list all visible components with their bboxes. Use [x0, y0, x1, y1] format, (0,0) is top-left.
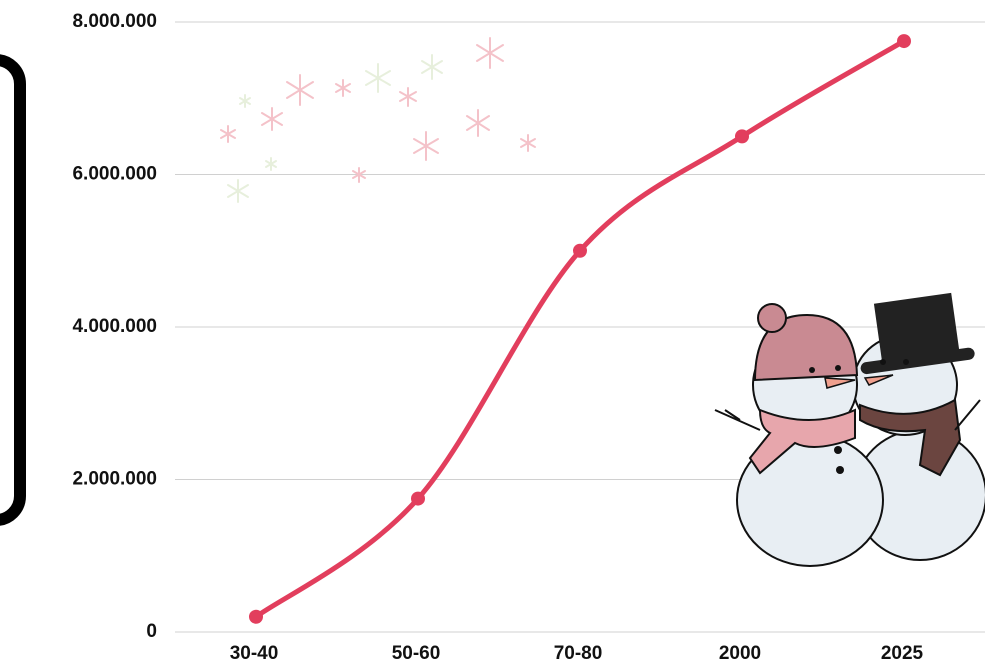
y-tick-label: 6.000.000: [72, 164, 157, 185]
point: [411, 491, 425, 506]
side-frame: [0, 54, 26, 526]
point: [249, 609, 263, 624]
y-tick-label: 4.000.000: [72, 316, 157, 337]
snowflakes: [220, 37, 536, 203]
y-tick-label: 0: [146, 621, 157, 642]
snowmen: [714, 292, 985, 567]
x-tick-label: 30-40: [230, 643, 279, 664]
x-tick-label: 70-80: [554, 643, 603, 664]
point: [573, 243, 587, 258]
x-tick-label: 50-60: [392, 643, 441, 664]
x-tick-label: 2025: [881, 643, 924, 664]
x-tick-label: 2000: [719, 643, 761, 664]
y-tick-label: 2.000.000: [72, 469, 157, 490]
line: [253, 38, 907, 620]
point: [735, 129, 749, 144]
y-tick-label: 8.000.000: [72, 11, 157, 32]
point: [897, 34, 911, 49]
